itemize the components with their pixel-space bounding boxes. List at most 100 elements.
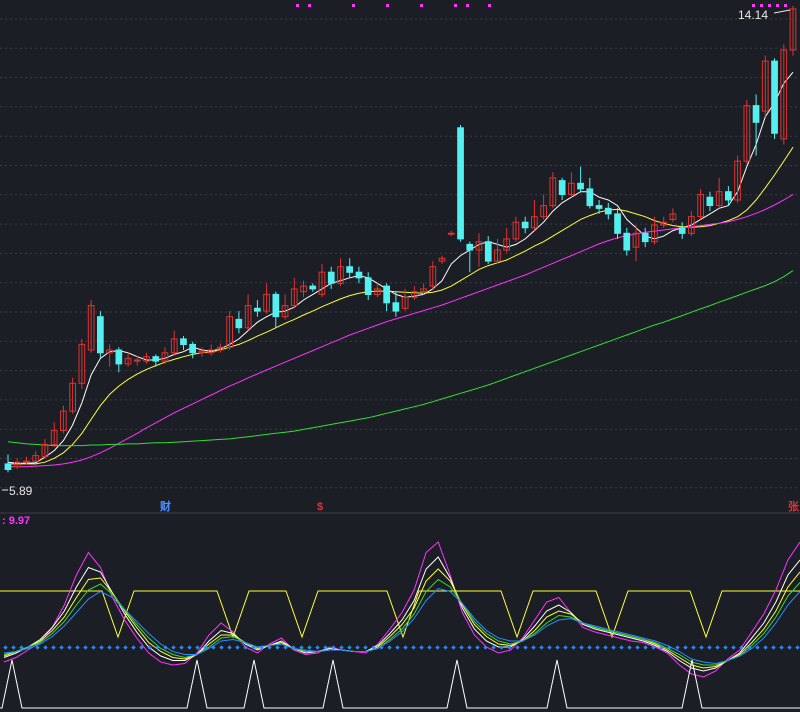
candle-body <box>604 207 612 215</box>
candle-body <box>780 49 788 140</box>
indicator-panel <box>0 541 800 709</box>
baseline-dot <box>163 645 168 650</box>
candle-body <box>152 356 160 362</box>
baseline-dot <box>443 645 448 650</box>
candle-body <box>60 410 67 432</box>
price-high-label: 14.14 <box>738 8 768 22</box>
baseline-dot <box>451 645 456 650</box>
baseline-dot <box>779 645 784 650</box>
baseline-dot <box>371 645 376 650</box>
candle-body <box>69 382 77 412</box>
candle-body <box>521 221 529 229</box>
candle <box>189 341 197 359</box>
event-marker-17: 财 <box>159 499 171 513</box>
candle <box>771 58 778 139</box>
candle-body <box>475 241 483 251</box>
candle <box>327 266 335 289</box>
baseline-dot <box>299 645 304 650</box>
candle-body <box>78 343 86 384</box>
candle-body <box>272 293 280 318</box>
candle <box>734 155 741 203</box>
candle-body <box>651 224 658 243</box>
candle-body <box>641 232 649 243</box>
candle <box>568 172 575 198</box>
moving-averages <box>7 71 794 468</box>
candle-body <box>632 232 640 248</box>
candle-body <box>281 305 289 318</box>
candle-body <box>447 232 455 235</box>
candle-body <box>549 177 557 207</box>
candle <box>595 200 603 214</box>
baseline-dot <box>595 645 600 650</box>
baseline-dot <box>419 645 424 650</box>
candle <box>337 258 344 287</box>
candle <box>254 300 261 317</box>
indicator-white-line <box>3 556 800 672</box>
candle-body <box>494 249 501 262</box>
baseline-dot <box>483 645 488 650</box>
candle-body <box>484 241 492 262</box>
candle <box>761 55 769 117</box>
top-dot <box>466 4 469 7</box>
baseline-dot <box>187 645 192 650</box>
candle <box>623 227 631 256</box>
baseline-dot <box>403 645 408 650</box>
candle <box>23 456 30 465</box>
candle-body <box>706 196 714 206</box>
baseline-dot <box>363 645 368 650</box>
ma10-line <box>8 146 794 465</box>
baseline-dot <box>755 645 760 650</box>
candle <box>604 202 612 220</box>
candle <box>743 100 751 164</box>
candle <box>678 222 686 239</box>
candle-body <box>420 288 427 293</box>
baseline-dot <box>587 645 592 650</box>
candle <box>392 291 400 317</box>
candle <box>300 280 307 298</box>
candle <box>697 188 704 220</box>
candle <box>540 194 547 220</box>
candle-body <box>364 277 372 295</box>
baseline-dot <box>763 645 768 650</box>
candle-body <box>595 205 603 209</box>
candle-body <box>4 463 12 470</box>
candle-body <box>401 296 409 309</box>
baseline-dot <box>643 645 648 650</box>
candle-body <box>558 180 566 196</box>
candle <box>715 177 723 209</box>
candle <box>263 283 270 314</box>
baseline-dot <box>259 645 264 650</box>
candle <box>13 458 21 469</box>
top-dot <box>784 4 787 7</box>
candlesticks <box>4 5 797 473</box>
baseline-dot <box>515 645 520 650</box>
candle <box>706 191 714 212</box>
baseline-dot <box>491 645 496 650</box>
event-marker-85: 张 <box>788 499 800 513</box>
baseline-dot <box>427 645 432 650</box>
candle <box>494 238 501 264</box>
candle-body <box>327 271 335 284</box>
candle <box>290 277 298 309</box>
baseline-dot <box>267 645 272 650</box>
baseline-dot <box>683 645 688 650</box>
baseline-dot <box>659 645 664 650</box>
baseline-dot <box>275 645 280 650</box>
indicator-blue-line <box>3 587 800 665</box>
candle-body <box>568 182 575 195</box>
candle-body <box>411 291 418 298</box>
indicator-label: : 9.97 <box>2 515 30 527</box>
baseline-dot <box>787 645 792 650</box>
baseline-dot <box>387 645 392 650</box>
candle <box>152 354 160 367</box>
candle <box>688 211 695 237</box>
candle-body <box>678 227 686 234</box>
baseline-dot <box>651 645 656 650</box>
baseline-dot <box>139 645 144 650</box>
candle <box>133 355 141 366</box>
candle-body <box>207 349 215 354</box>
baseline-dot <box>203 645 208 650</box>
candle-body <box>87 305 95 351</box>
baseline-dot <box>315 645 320 650</box>
baseline-dot <box>563 645 568 650</box>
